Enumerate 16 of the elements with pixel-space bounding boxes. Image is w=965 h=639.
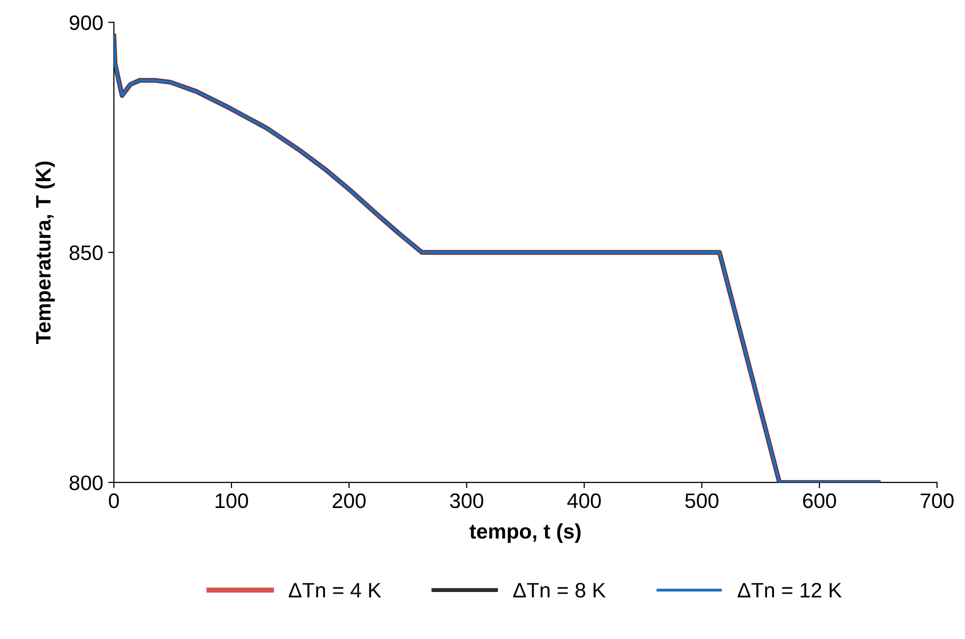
y-tick-label: 800 (70, 475, 103, 490)
x-tick-label: 500 (685, 493, 718, 508)
x-tick-label: 300 (450, 493, 484, 508)
legend-label: ΔTn = 12 K (738, 582, 842, 598)
x-tick-label: 700 (920, 493, 954, 508)
y-axis-title: Temperatura, T (K) (35, 162, 55, 344)
x-tick-label: 0 (108, 493, 119, 508)
x-axis-title: tempo, t (s) (470, 523, 581, 543)
x-tick-label: 400 (567, 493, 601, 508)
x-tick-label: 100 (216, 493, 248, 508)
y-tick-label: 850 (70, 245, 103, 260)
x-tick-label: 200 (332, 493, 366, 508)
x-tick-label: 600 (803, 493, 836, 508)
y-tick-label: 900 (70, 15, 103, 30)
legend-label: ΔTn = 8 K (513, 582, 606, 598)
legend-label: ΔTn = 4 K (288, 583, 382, 598)
